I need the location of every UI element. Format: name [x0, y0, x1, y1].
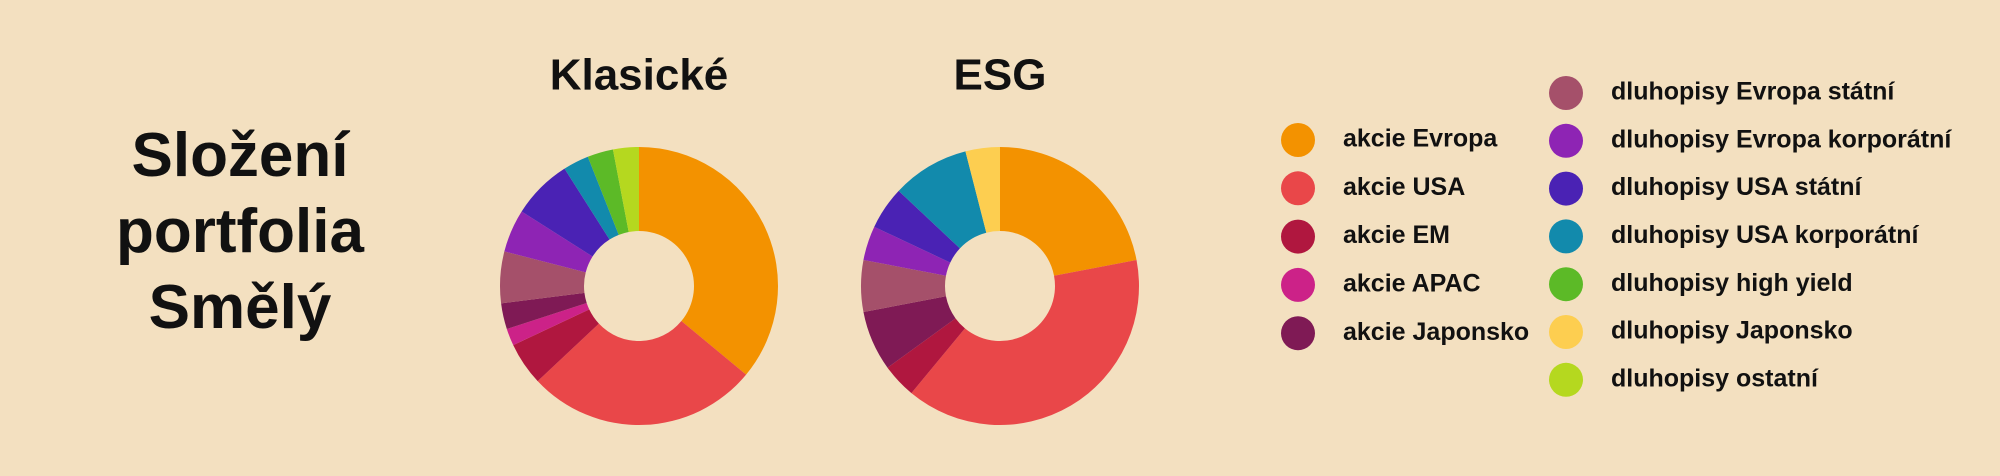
- donut-slice: [887, 318, 965, 394]
- legend-marker: [1549, 123, 1583, 158]
- donut-slice: [521, 168, 610, 257]
- donut-slice: [863, 226, 951, 276]
- donut-slice: [564, 156, 619, 240]
- chart-title: ESG: [954, 51, 1047, 100]
- legend-marker: [1549, 267, 1583, 302]
- donut-slice: [911, 259, 1140, 426]
- legend-marker: [1549, 171, 1583, 206]
- donut-slice: [513, 309, 599, 382]
- legend-label: akcie Japonsko: [1343, 318, 1529, 346]
- donut-slice: [537, 321, 747, 425]
- legend-marker: [1281, 219, 1315, 254]
- legend-label: dluhopisy Evropa korporátní: [1611, 125, 1952, 153]
- donut-slice: [965, 147, 1000, 233]
- legend-marker: [1549, 362, 1583, 397]
- donut-slice: [587, 149, 629, 235]
- page-title: Složení portfolia Smělý: [116, 121, 364, 342]
- donut-slice: [501, 292, 587, 329]
- legend-label: dluhopisy high yield: [1611, 269, 1853, 297]
- legend-marker: [1281, 267, 1315, 302]
- donut-slice: [874, 190, 960, 263]
- donut-slice: [612, 147, 639, 232]
- legend-label: dluhopisy USA korporátní: [1611, 221, 1919, 249]
- donut-slice: [506, 302, 590, 346]
- legend-label: akcie EM: [1343, 221, 1450, 249]
- legend-marker: [1281, 123, 1315, 157]
- donut-slice: [1000, 147, 1137, 276]
- legend-label: akcie APAC: [1343, 270, 1481, 298]
- donut-slice: [863, 296, 956, 368]
- legend-marker: [1281, 316, 1315, 351]
- legend-label: dluhopisy USA státní: [1611, 173, 1863, 201]
- legend-marker: [1281, 171, 1315, 206]
- legend-label: dluhopisy Evropa státní: [1611, 78, 1895, 106]
- legend-label: akcie USA: [1343, 173, 1465, 201]
- legend-label: dluhopisy ostatní: [1611, 364, 1819, 392]
- legend-label: akcie Evropa: [1343, 125, 1498, 153]
- legend-marker: [1549, 315, 1583, 349]
- donut-slice: [500, 251, 586, 304]
- legend-marker: [1549, 219, 1583, 254]
- donut-slice: [898, 151, 987, 249]
- legend-marker: [1549, 76, 1583, 110]
- donut-slice: [504, 211, 593, 273]
- donut-slice: [639, 147, 779, 375]
- chart-title: Klasické: [550, 51, 729, 100]
- legend-label: dluhopisy Japonsko: [1611, 317, 1853, 345]
- donut-slice: [861, 259, 946, 313]
